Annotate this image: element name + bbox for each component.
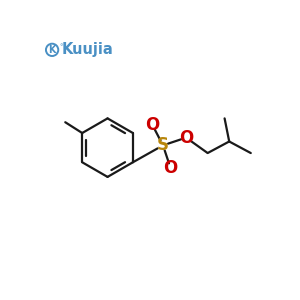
Text: °: °	[60, 44, 63, 50]
Text: K: K	[48, 45, 56, 55]
Text: O: O	[179, 129, 193, 147]
Text: S: S	[157, 136, 169, 154]
Text: Kuujia: Kuujia	[62, 42, 114, 57]
Text: O: O	[164, 159, 178, 177]
Text: O: O	[145, 116, 159, 134]
